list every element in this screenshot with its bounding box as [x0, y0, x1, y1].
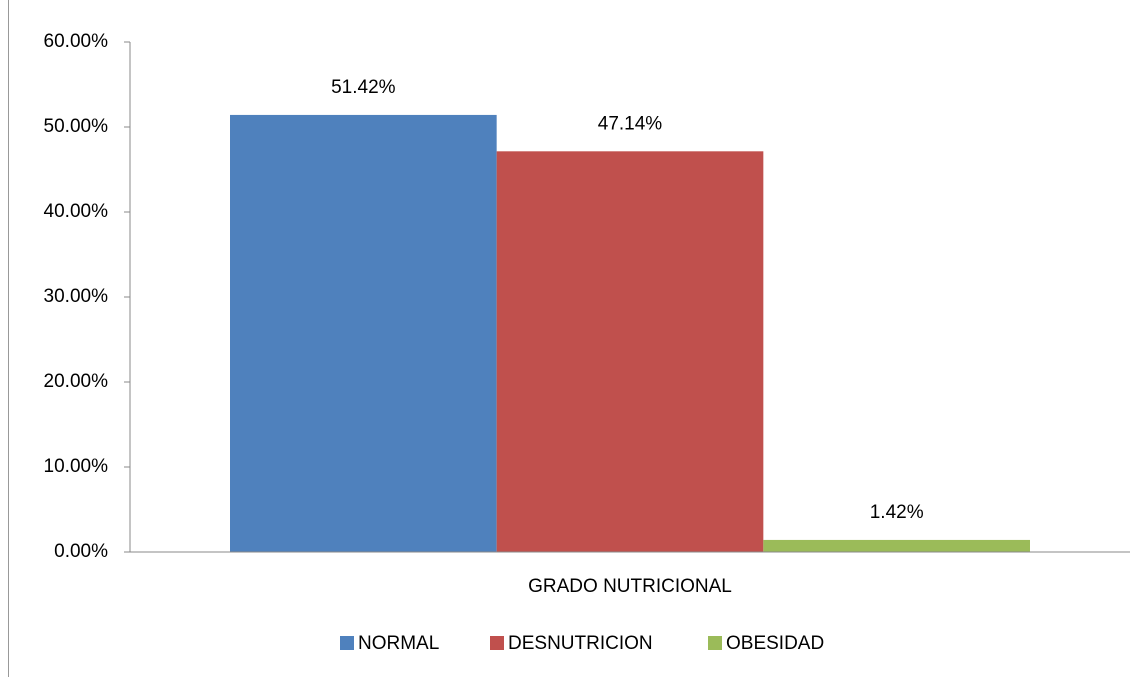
y-tick-label: 40.00% — [44, 201, 109, 222]
y-tick-label: 50.00% — [44, 116, 109, 137]
legend-label: DESNUTRICION — [508, 633, 653, 654]
y-tick-label: 0.00% — [54, 541, 108, 562]
data-label: 51.42% — [331, 77, 396, 98]
legend-swatch — [490, 636, 504, 650]
data-label: 1.42% — [870, 502, 924, 523]
y-tick-label: 20.00% — [44, 371, 109, 392]
bar — [230, 114, 497, 553]
data-label: 47.14% — [598, 113, 663, 134]
x-tick-label: GRADO NUTRICIONAL — [528, 576, 732, 597]
y-tick-label: 60.00% — [44, 31, 109, 52]
legend-label: OBESIDAD — [726, 633, 824, 654]
legend-swatch — [708, 636, 722, 650]
y-tick-label: 30.00% — [44, 286, 109, 307]
bar — [496, 151, 764, 552]
legend-label: NORMAL — [358, 633, 439, 654]
bar — [763, 539, 1030, 552]
legend-swatch — [340, 636, 354, 650]
y-tick-label: 10.00% — [44, 456, 109, 477]
